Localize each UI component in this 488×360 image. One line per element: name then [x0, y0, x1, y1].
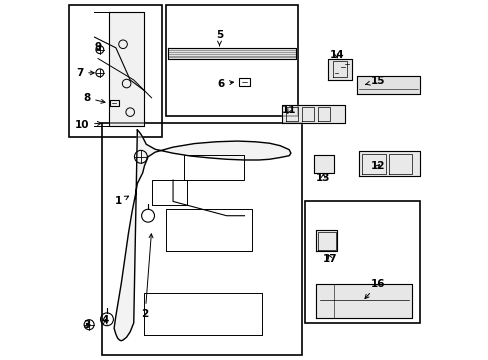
Bar — [305, 202, 419, 323]
Bar — [69, 5, 162, 137]
Text: 8: 8 — [83, 93, 105, 103]
Polygon shape — [282, 105, 344, 123]
Text: 5: 5 — [215, 30, 223, 46]
Text: 10: 10 — [75, 120, 101, 130]
Polygon shape — [328, 59, 351, 80]
Text: 6: 6 — [217, 78, 233, 89]
Polygon shape — [313, 155, 333, 173]
Polygon shape — [315, 284, 411, 318]
Polygon shape — [108, 12, 144, 126]
Text: 12: 12 — [370, 161, 385, 171]
Polygon shape — [358, 152, 419, 176]
Text: 16: 16 — [364, 279, 385, 298]
Text: 1: 1 — [115, 196, 128, 206]
Text: 7: 7 — [76, 68, 94, 78]
Text: 4: 4 — [102, 315, 109, 325]
Polygon shape — [356, 76, 419, 94]
Text: 2: 2 — [142, 234, 153, 319]
Text: 3: 3 — [83, 320, 91, 330]
Text: 15: 15 — [365, 76, 385, 86]
Bar — [102, 123, 301, 355]
Bar — [239, 78, 249, 86]
Text: 14: 14 — [329, 50, 343, 60]
Bar — [109, 100, 118, 107]
Text: 13: 13 — [315, 173, 330, 183]
Polygon shape — [315, 230, 337, 251]
Bar — [165, 5, 298, 116]
Polygon shape — [167, 48, 296, 59]
Text: 17: 17 — [322, 253, 337, 264]
Polygon shape — [114, 130, 290, 341]
Text: 11: 11 — [281, 105, 296, 115]
Text: 9: 9 — [94, 42, 102, 52]
